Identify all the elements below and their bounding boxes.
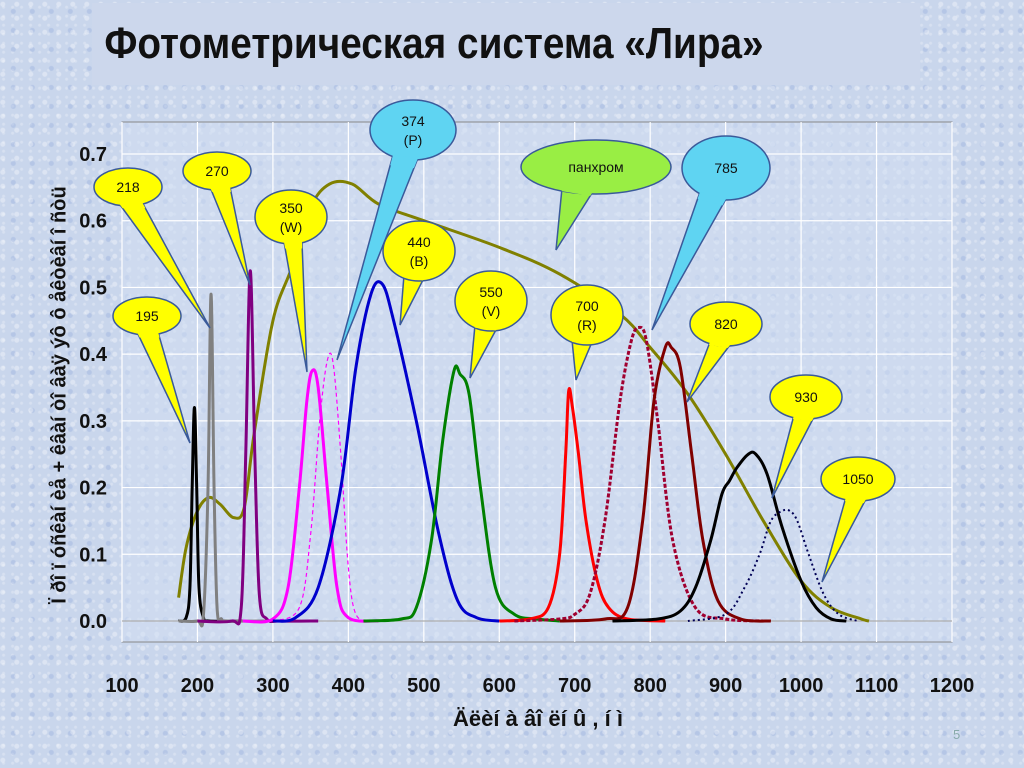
callout-bubble [520,139,672,195]
callout-label: 374 [401,113,425,129]
x-tick-label: 900 [709,675,742,697]
callout-seam [137,332,160,338]
title-box: Фотометрическая система «Лира» [92,3,920,85]
y-tick-label: 0.2 [79,478,107,500]
x-axis-label: Äëèí à âî ëí û , í ì [453,706,623,731]
x-tick-label: 400 [332,675,365,697]
x-tick-label: 600 [483,675,516,697]
y-tick-label: 0.6 [79,211,107,233]
callout-панхром: панхром [520,139,672,251]
slide-number: 5 [953,727,961,742]
callout-374: 374 (P) [336,99,457,361]
series-group [177,179,870,628]
y-axis-label: Ï ðî ï óñêàí èå + êâàí òî âàÿ ýô ô åêòèâ… [48,186,71,604]
series-line-11 [612,450,847,623]
callout-bubble [550,284,624,346]
callouts-group: 195 218 270 350 (W) 374 (P) 440 (B) 550 (V) 700 (R) п… [93,99,896,583]
series-line-8 [499,387,666,623]
callout-sublabel: (V) [482,303,501,319]
x-tick-label: 300 [256,675,289,697]
callout-sublabel: (B) [410,253,429,269]
callout-label: 700 [575,298,599,314]
callout-218: 218 [93,167,211,329]
callout-seam [210,187,231,192]
callout-1050: 1050 [820,456,896,583]
series-line-0 [177,179,870,623]
series-line-10 [559,341,772,623]
callout-seam [284,242,303,249]
y-tick-label: 0.7 [79,144,107,166]
x-tick-label: 200 [181,675,214,697]
series-line-9 [514,325,764,623]
slide-title: Фотометрическая система «Лира» [104,19,764,68]
callout-seam [561,188,592,196]
callout-bubble [382,220,456,282]
callout-bubble [454,270,528,332]
callout-700: 700 (R) [550,284,624,381]
tick-labels: 100 200 300 400 500 600 700 800 900 1000 1100 1200 0… [79,144,974,697]
callout-seam [118,202,146,209]
x-tick-label: 700 [558,675,591,697]
callout-sublabel: (R) [577,317,596,333]
y-tick-label: 0.5 [79,277,107,299]
callout-label: 440 [407,234,431,250]
callout-label: 195 [135,308,159,324]
callout-label: 930 [794,389,818,405]
callout-270: 270 [182,151,252,286]
y-tick-label: 0.4 [79,344,108,366]
callout-seam [474,325,497,331]
callout-195: 195 [112,296,191,444]
x-tick-label: 100 [105,675,138,697]
callout-label: 218 [116,179,140,195]
y-tick-label: 0.3 [79,411,107,433]
series-line-7 [363,364,560,623]
callout-label: 550 [479,284,503,300]
callout-bubble [369,99,457,161]
callout-seam [390,155,418,169]
callout-820: 820 [686,301,763,403]
callout-label: панхром [568,159,623,175]
callout-785: 785 [651,135,771,331]
x-tick-label: 1200 [930,675,975,697]
callout-seam [403,275,424,281]
x-tick-label: 1000 [779,675,824,697]
series-line-5 [272,352,372,622]
callout-label: 820 [714,316,738,332]
series-line-4 [242,368,379,624]
callout-label: 350 [279,200,303,216]
callout-label: 785 [714,160,738,176]
callout-bubble [254,189,328,245]
callout-seam [792,415,814,422]
callout-seam [697,192,726,206]
series-line-12 [687,508,859,622]
x-tick-label: 500 [407,675,440,697]
callout-seam [572,340,592,344]
callout-550: 550 (V) [454,270,528,379]
callout-sublabel: (W) [280,219,303,235]
callout-440: 440 (B) [382,220,456,326]
callout-sublabel: (P) [404,132,423,148]
callout-seam [708,342,730,348]
y-tick-label: 0.1 [79,544,107,566]
callout-label: 270 [205,163,229,179]
callout-label: 1050 [842,471,873,487]
x-tick-label: 1100 [855,675,898,697]
y-tick-label: 0.0 [79,611,107,633]
callout-350: 350 (W) [254,189,328,373]
callout-seam [844,497,866,504]
callout-bubble [681,135,771,201]
callout-930: 930 [769,374,843,499]
x-tick-label: 800 [633,675,666,697]
series-line-6 [272,280,500,623]
